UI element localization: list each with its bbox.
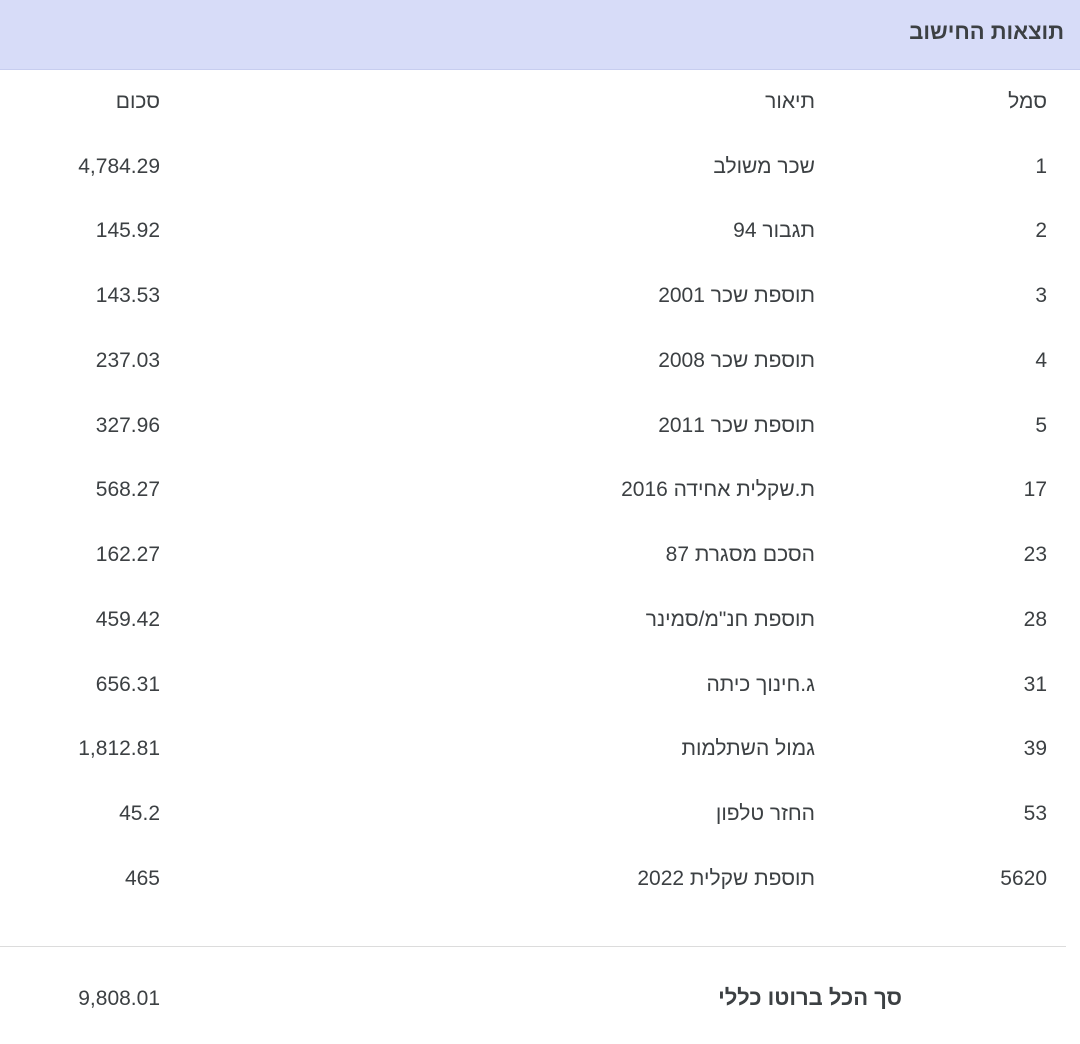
row-description: הסכם מסגרת 87 [665,543,815,566]
row-code: 39 [1023,737,1047,760]
column-header-code: סמל [1008,90,1047,113]
row-description: ת.שקלית אחידה 2016 [621,478,815,501]
gross-total-label: סך הכל ברוטו כללי [718,985,902,1010]
gross-total-value: 9,808.01 [78,987,160,1010]
table-row: 4 תוספת שכר 2008 237.03 [0,349,1080,389]
row-description: ג.חינוך כיתה [706,673,815,696]
row-amount: 459.42 [95,608,160,631]
row-code: 31 [1023,673,1047,696]
row-code: 5620 [1000,867,1047,890]
row-code: 28 [1023,608,1047,631]
row-amount: 143.53 [95,284,160,307]
row-description: תוספת שכר 2008 [658,349,815,372]
table-row: 31 ג.חינוך כיתה 656.31 [0,673,1080,713]
row-amount: 1,812.81 [78,737,160,760]
row-amount: 327.96 [95,414,160,437]
row-code: 1 [1035,155,1047,178]
row-description: תוספת שקלית 2022 [637,867,815,890]
row-description: תוספת שכר 2001 [658,284,815,307]
row-description: תוספת שכר 2011 [658,414,815,437]
row-code: 3 [1035,284,1047,307]
column-header-description: תיאור [765,90,815,113]
table-row: 39 גמול השתלמות 1,812.81 [0,737,1080,777]
row-amount: 465 [124,867,160,890]
table-row: 3 תוספת שכר 2001 143.53 [0,284,1080,324]
row-code: 17 [1023,478,1047,501]
row-amount: 237.03 [95,349,160,372]
row-code: 53 [1023,802,1047,825]
row-code: 2 [1035,219,1047,242]
table-row: 28 תוספת חנ"מ/סמינר 459.42 [0,608,1080,648]
row-description: תגבור 94 [733,219,815,242]
row-amount: 568.27 [95,478,160,501]
row-amount: 45.2 [119,802,160,825]
row-amount: 656.31 [95,673,160,696]
row-description: תוספת חנ"מ/סמינר [645,608,815,631]
table-row: 2 תגבור 94 145.92 [0,219,1080,259]
row-description: שכר משולב [713,155,815,178]
results-header: תוצאות החישוב [0,0,1080,70]
row-amount: 162.27 [95,543,160,566]
total-divider [0,946,1066,947]
table-row: 17 ת.שקלית אחידה 2016 568.27 [0,478,1080,518]
row-description: החזר טלפון [715,802,815,825]
row-amount: 4,784.29 [78,155,160,178]
row-description: גמול השתלמות [681,737,815,760]
table-row: 5 תוספת שכר 2011 327.96 [0,414,1080,454]
row-code: 23 [1023,543,1047,566]
row-code: 4 [1035,349,1047,372]
row-amount: 145.92 [95,219,160,242]
column-header-amount: סכום [115,90,160,113]
table-row: 53 החזר טלפון 45.2 [0,802,1080,842]
results-title: תוצאות החישוב [909,19,1064,44]
table-row: 5620 תוספת שקלית 2022 465 [0,867,1080,907]
table-row: 23 הסכם מסגרת 87 162.27 [0,543,1080,583]
row-code: 5 [1035,414,1047,437]
table-row: 1 שכר משולב 4,784.29 [0,155,1080,195]
